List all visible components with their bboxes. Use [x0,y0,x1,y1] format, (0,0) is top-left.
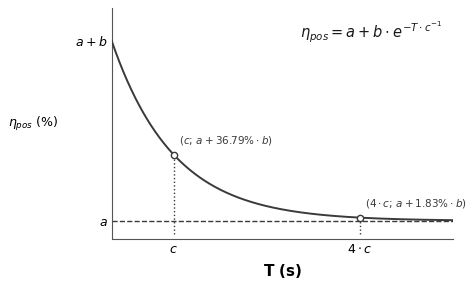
Text: $\eta_{pos}=a+b\cdot e^{-T\cdot c^{-1}}$: $\eta_{pos}=a+b\cdot e^{-T\cdot c^{-1}}$ [301,20,443,45]
Text: $(4\cdot c;\,a+1.83\%\cdot b)$: $(4\cdot c;\,a+1.83\%\cdot b)$ [365,197,467,211]
Text: $(c;\,a+36.79\%\cdot b)$: $(c;\,a+36.79\%\cdot b)$ [179,134,272,147]
X-axis label: $\mathbf{T}$ (s): $\mathbf{T}$ (s) [263,262,302,280]
Y-axis label: $\eta_{pos}$ (%): $\eta_{pos}$ (%) [8,115,59,133]
